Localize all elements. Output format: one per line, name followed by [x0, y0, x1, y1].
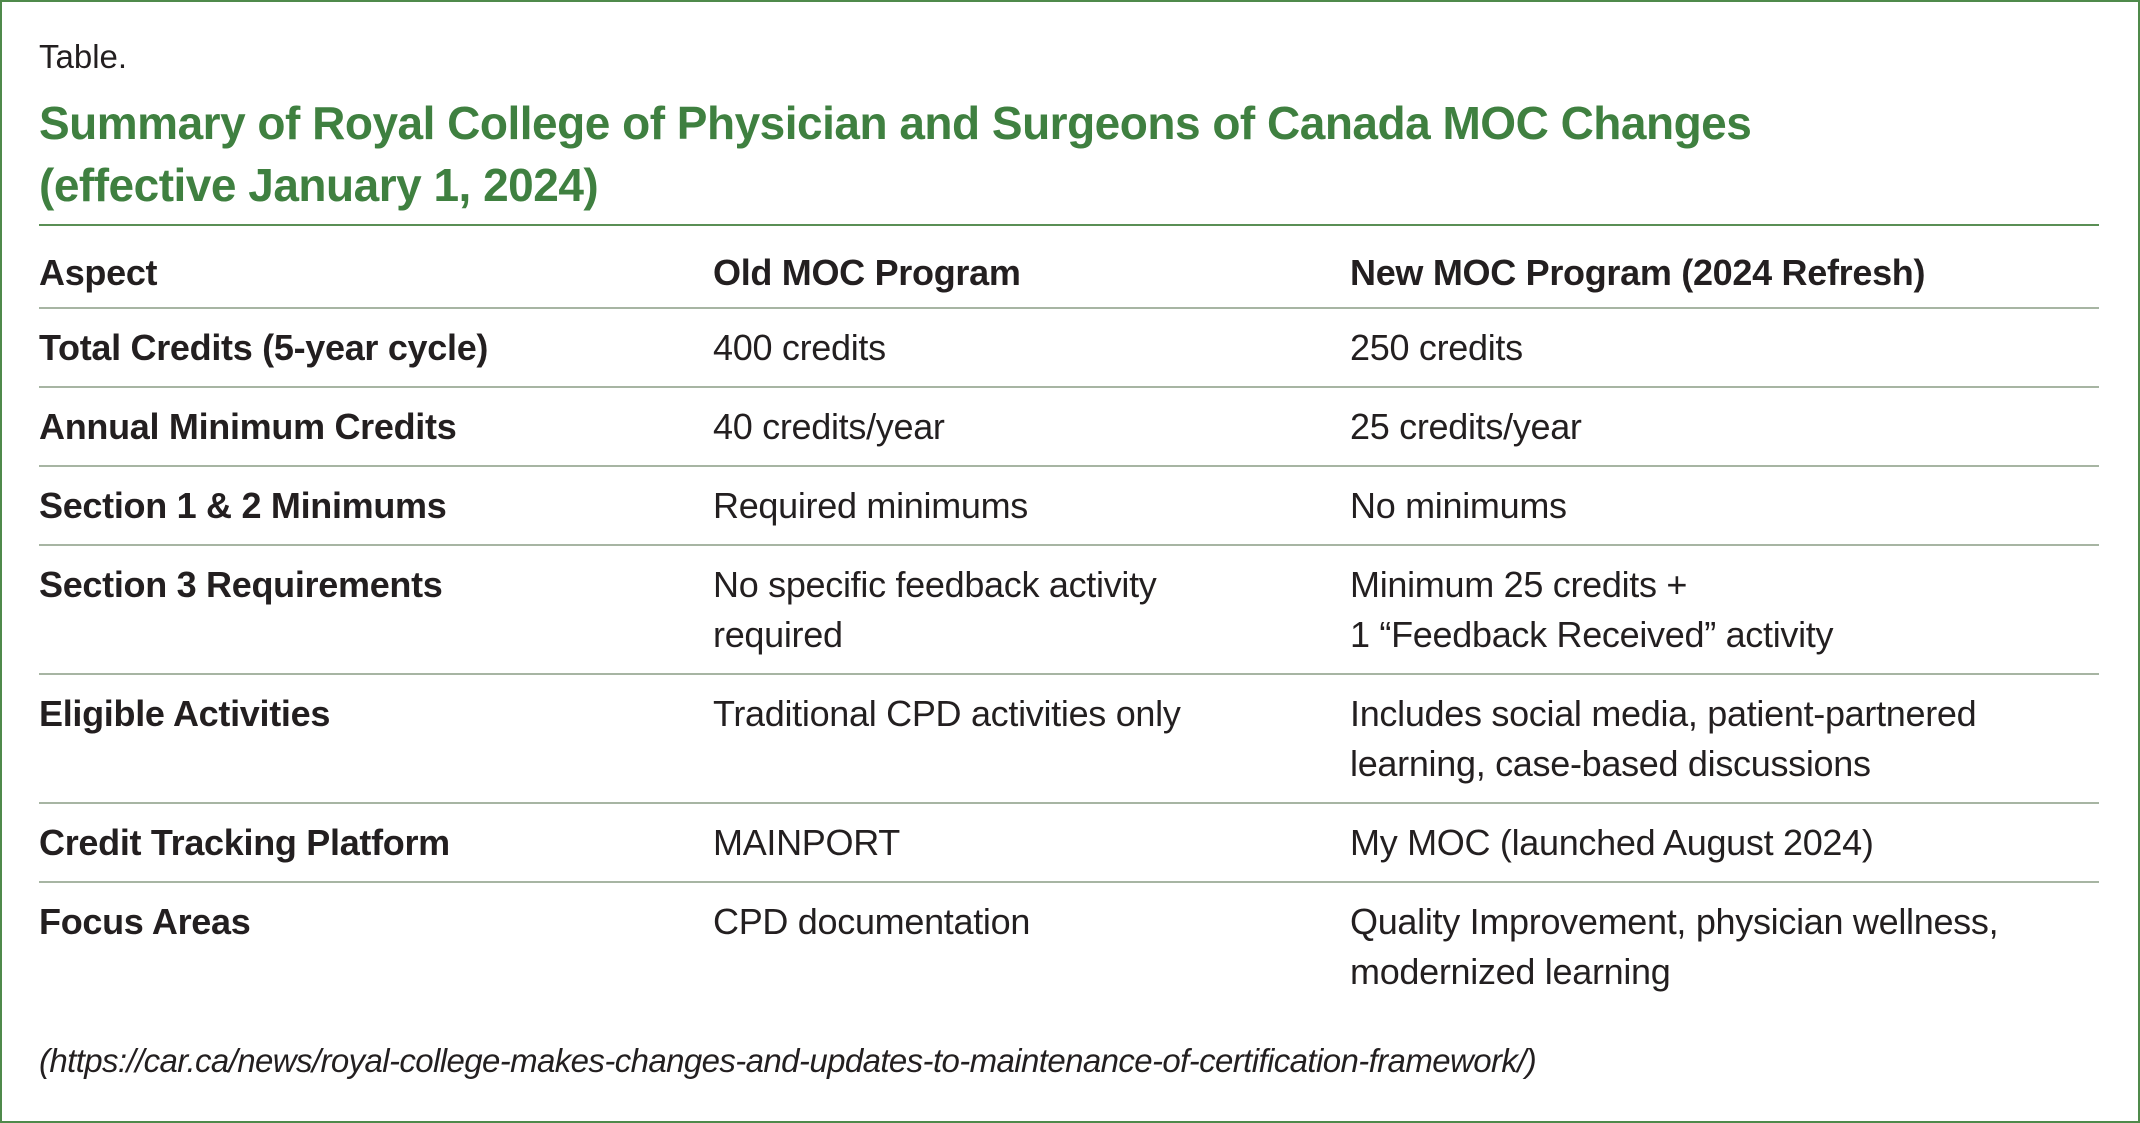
table-cell: Quality Improvement, physician wellness,…: [1350, 901, 1999, 992]
table-cell: No minimums: [1350, 485, 1567, 526]
table-cell: Total Credits (5-year cycle): [39, 327, 489, 368]
table-label: Table.: [39, 38, 128, 75]
table-cell: Section 1 & 2 Minimums: [39, 485, 447, 526]
column-header: New MOC Program (2024 Refresh): [1350, 252, 1926, 293]
table-cell: CPD documentation: [713, 901, 1031, 942]
table-cell: 400 credits: [713, 327, 886, 368]
table-cell: Traditional CPD activities only: [713, 693, 1181, 734]
column-header: Old MOC Program: [713, 252, 1021, 293]
table-cell: Focus Areas: [39, 901, 251, 942]
table-cell: Eligible Activities: [39, 693, 331, 734]
table-cell: Credit Tracking Platform: [39, 822, 450, 863]
table-row: Section 1 & 2 Minimums Required minimums N…: [39, 466, 2099, 545]
table-row: Section 3 Requirements No specific feedba…: [39, 545, 2099, 674]
source: (https://car.ca/news/royal-college-makes…: [39, 1042, 1537, 1079]
table-cell: My MOC (launched August 2024): [1350, 822, 1874, 863]
header-row: Aspect Old MOC Program New MOC Program (20…: [39, 225, 2099, 308]
table-cell: Minimum 25 credits + 1 “Feedback Receive…: [1350, 564, 1834, 655]
table-cell: Includes social media, patient-partnered…: [1350, 693, 1977, 784]
title-line: Summary of Royal College of Physician an…: [39, 97, 1752, 149]
table-row: Annual Minimum Credits 40 credits/year 25 …: [39, 387, 2099, 466]
table-cell: No specific feedback activity required: [713, 564, 1157, 655]
table-cell: 25 credits/year: [1350, 406, 1582, 447]
table-cell: Required minimums: [713, 485, 1028, 526]
table-cell: Annual Minimum Credits: [39, 406, 457, 447]
table-row: Focus Areas CPD documentation Quality Impr…: [39, 882, 2099, 1010]
title: Summary of Royal College of Physician an…: [39, 92, 1752, 216]
table: Aspect Old MOC Program New MOC Program (20…: [39, 224, 2099, 1010]
title-line: (effective January 1, 2024): [39, 159, 599, 211]
table-row: Eligible Activities Traditional CPD activ…: [39, 674, 2099, 803]
table-cell: 250 credits: [1350, 327, 1523, 368]
table-cell: Section 3 Requirements: [39, 564, 443, 605]
table-cell: 40 credits/year: [713, 406, 945, 447]
table-cell: MAINPORT: [713, 822, 900, 863]
table-row: Credit Tracking Platform MAINPORT My MOC (…: [39, 803, 2099, 882]
table-row: Total Credits (5-year cycle) 400 credits 2…: [39, 308, 2099, 387]
column-header: Aspect: [39, 252, 158, 293]
